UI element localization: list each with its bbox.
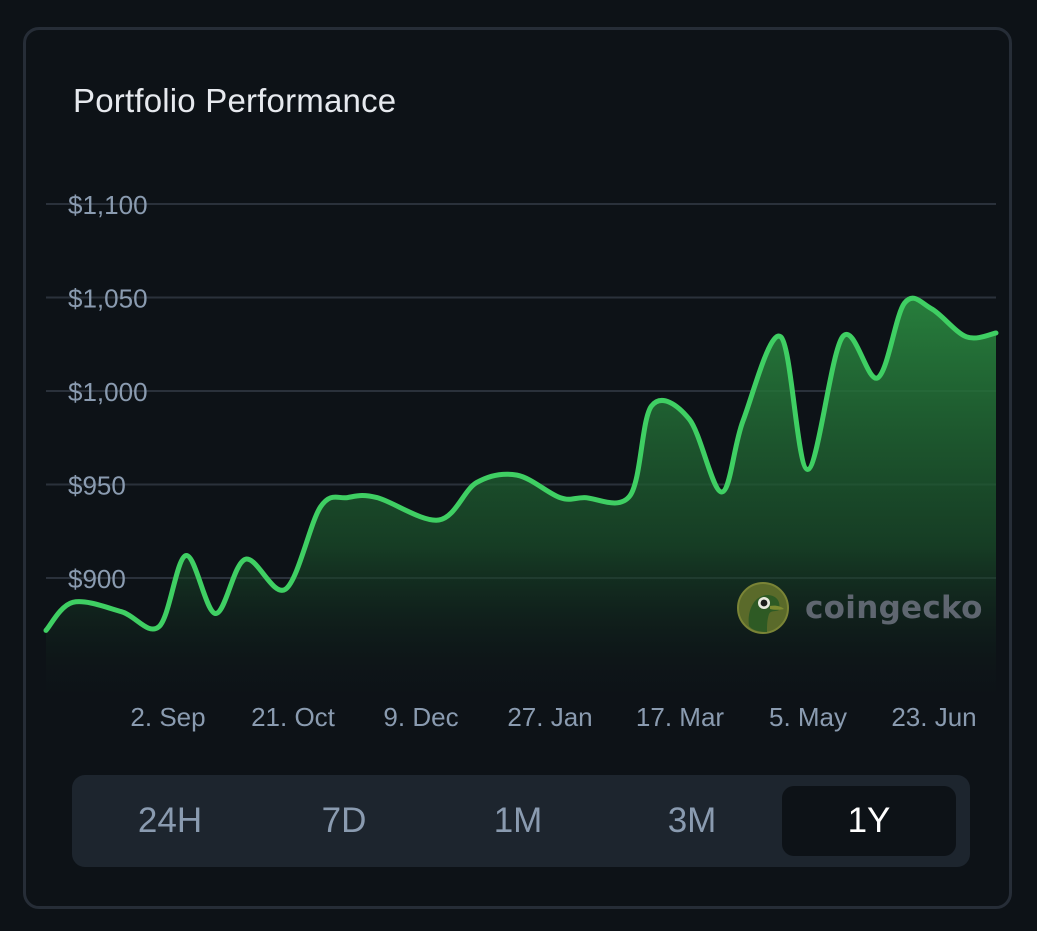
series-line — [43, 295, 999, 633]
range-1m-button[interactable]: 1M — [493, 801, 543, 840]
y-tick-label: $900 — [68, 564, 126, 594]
coingecko-watermark: coingecko — [737, 581, 983, 635]
series-area — [46, 298, 996, 712]
x-tick-label: 2. Sep — [130, 702, 205, 732]
range-7d-button[interactable]: 7D — [321, 801, 367, 840]
y-tick-label: $1,050 — [68, 284, 148, 314]
time-range-selector: 24H 7D 1M 3M 1Y — [72, 775, 970, 867]
y-tick-label: $1,000 — [68, 377, 148, 407]
coingecko-logo-icon — [737, 582, 789, 634]
portfolio-chart: $900 $950 $1,000 $1,050 $1,100 2. Sep 21. Oct… — [43, 190, 999, 732]
card-title: Portfolio Performance — [73, 82, 397, 119]
y-tick-label: $950 — [68, 471, 126, 501]
portfolio-performance-card: Portfolio Performance $900 $950 $1,000 $1,0… — [23, 27, 1012, 909]
range-24h-button[interactable]: 24H — [137, 801, 203, 840]
y-tick-label: $1,100 — [68, 190, 148, 220]
x-tick-label: 9. Dec — [383, 702, 458, 732]
range-1y-button[interactable]: 1Y — [782, 786, 956, 856]
x-tick-label: 27. Jan — [507, 702, 592, 732]
watermark-text: coingecko — [805, 590, 983, 626]
x-tick-label: 5. May — [769, 702, 847, 732]
x-tick-label: 21. Oct — [251, 702, 336, 732]
range-3m-button[interactable]: 3M — [667, 801, 717, 840]
x-tick-label: 23. Jun — [891, 702, 976, 732]
x-tick-label: 17. Mar — [636, 702, 724, 732]
